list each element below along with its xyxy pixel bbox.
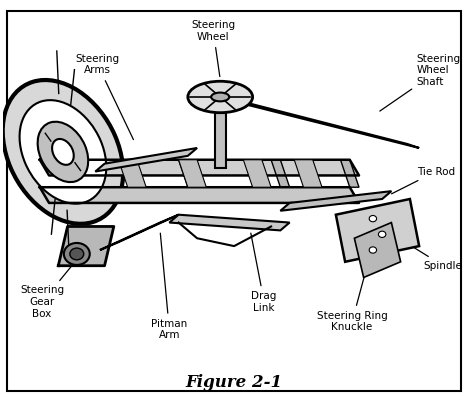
Polygon shape <box>179 160 197 187</box>
Text: Pitman
Arm: Pitman Arm <box>151 233 187 340</box>
Polygon shape <box>217 95 419 148</box>
Ellipse shape <box>19 100 106 204</box>
Polygon shape <box>336 199 419 262</box>
Text: Tie Rod: Tie Rod <box>392 166 455 194</box>
Polygon shape <box>40 160 58 187</box>
Ellipse shape <box>64 243 90 265</box>
Polygon shape <box>294 160 322 187</box>
Polygon shape <box>100 215 179 250</box>
Ellipse shape <box>369 215 376 222</box>
Text: Drag
Link: Drag Link <box>251 233 277 313</box>
Text: Steering
Wheel: Steering Wheel <box>191 20 235 76</box>
Polygon shape <box>169 215 290 230</box>
Ellipse shape <box>369 247 376 253</box>
Polygon shape <box>40 187 359 203</box>
Polygon shape <box>271 160 290 187</box>
Polygon shape <box>40 160 359 176</box>
Text: Steering Ring
Knuckle: Steering Ring Knuckle <box>317 264 387 332</box>
Text: Spindle: Spindle <box>408 244 463 271</box>
Ellipse shape <box>211 93 229 101</box>
Ellipse shape <box>37 122 88 182</box>
Polygon shape <box>340 160 359 187</box>
Text: Steering
Gear
Box: Steering Gear Box <box>20 256 80 319</box>
Polygon shape <box>95 148 197 172</box>
Ellipse shape <box>188 81 253 113</box>
Polygon shape <box>243 160 271 187</box>
Polygon shape <box>58 226 114 266</box>
Ellipse shape <box>3 80 123 224</box>
Ellipse shape <box>378 231 386 238</box>
Polygon shape <box>215 113 226 168</box>
Text: Figure 2-1: Figure 2-1 <box>185 374 283 391</box>
Polygon shape <box>355 222 401 277</box>
Ellipse shape <box>70 248 84 260</box>
Ellipse shape <box>52 139 74 165</box>
Polygon shape <box>280 191 392 211</box>
Polygon shape <box>118 160 146 187</box>
Polygon shape <box>179 160 206 187</box>
Text: Steering
Wheel
Shaft: Steering Wheel Shaft <box>380 54 461 111</box>
Text: Steering
Arms: Steering Arms <box>75 54 133 140</box>
